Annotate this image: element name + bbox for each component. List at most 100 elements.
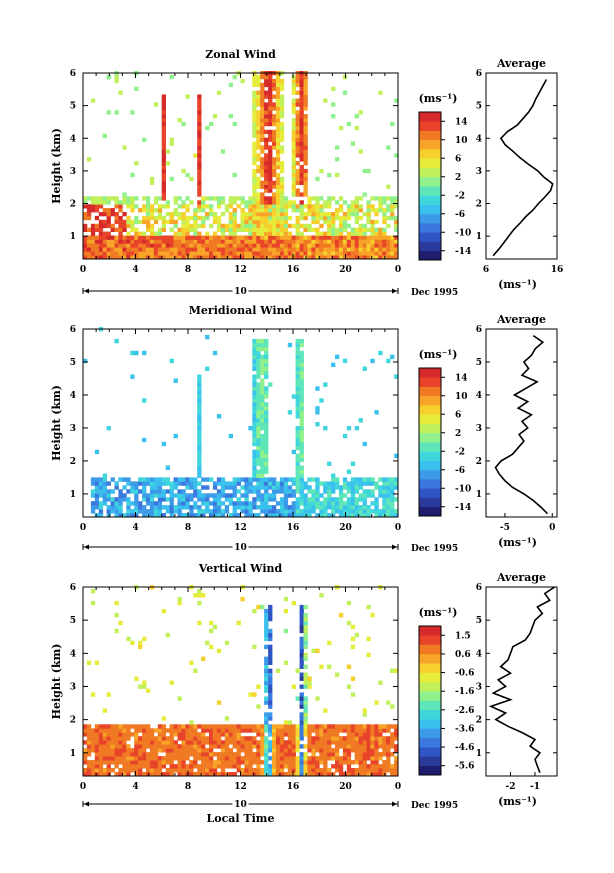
heatmap-cell (228, 239, 233, 244)
heatmap-cell (287, 223, 293, 229)
heatmap-cell (260, 121, 265, 127)
heatmap-cell (335, 732, 340, 737)
heatmap-cell (264, 644, 269, 650)
heatmap-cell (122, 752, 127, 757)
heatmap-cell (161, 760, 166, 765)
heatmap-cell (327, 485, 332, 490)
heatmap-cell (220, 493, 226, 498)
y-tick-label: 2 (70, 200, 76, 210)
heatmap-cell (272, 145, 277, 150)
heatmap-cell (260, 378, 265, 383)
heatmap-cell (252, 768, 257, 773)
heatmap-cell (279, 736, 285, 741)
heatmap-cell (146, 768, 151, 773)
heatmap-cell (338, 744, 344, 749)
heatmap-cell (378, 231, 383, 236)
heatmap-cells (83, 327, 399, 518)
heatmap-cell (240, 501, 245, 506)
heatmap-cell (350, 141, 356, 146)
heatmap-cell (268, 772, 273, 777)
heatmap-cell (272, 748, 277, 753)
heatmap-cell (311, 243, 316, 248)
heatmap-cell (197, 133, 202, 138)
heatmap-cell (244, 740, 249, 745)
heatmap-cell (165, 505, 170, 510)
heatmap-cell (248, 231, 253, 236)
heatmap-cell (287, 732, 293, 737)
heatmap-cell (295, 748, 300, 753)
heatmap-cell (205, 772, 210, 777)
heatmap-cell (118, 513, 123, 518)
heatmap-cell (307, 768, 312, 773)
heatmap-cell (193, 756, 198, 761)
colorbar-tick-label: 10 (455, 136, 468, 146)
heatmap-cell (130, 350, 135, 356)
heatmap-cell (350, 636, 356, 642)
heatmap-cell (374, 231, 379, 236)
heatmap-cell (264, 457, 269, 462)
heatmap-cell (299, 441, 304, 447)
heatmap-cell (299, 728, 304, 733)
heatmap-cell (291, 137, 296, 142)
heatmap-cell (275, 212, 281, 217)
heatmap-cell (260, 402, 265, 407)
heatmap-cell (295, 82, 300, 88)
heatmap-cell (303, 485, 308, 490)
heatmap-cell (291, 732, 296, 737)
heatmap-cell (370, 744, 375, 749)
heatmap-cell (331, 505, 336, 510)
heatmap-cell (264, 129, 269, 135)
heatmap-cell (264, 82, 269, 88)
heatmap-cell (291, 489, 296, 494)
heatmap-cell (315, 501, 320, 506)
heatmap-cell (169, 239, 174, 244)
heatmap-cell (291, 449, 296, 455)
heatmap-cell (102, 231, 107, 236)
heatmap-cell (189, 509, 194, 514)
heatmap-cell (268, 656, 273, 661)
heatmap-cell (252, 398, 257, 403)
date-bar-arrow (392, 288, 397, 294)
heatmap-cell (130, 235, 135, 240)
colorbar-segment (419, 506, 441, 517)
heatmap-cell (102, 768, 107, 773)
heatmap-cell (394, 374, 399, 379)
heatmap-cell (110, 239, 115, 244)
heatmap-cell (378, 493, 383, 498)
heatmap-cell (279, 235, 285, 240)
heatmap-cell (335, 744, 340, 749)
heatmap-cell (307, 251, 312, 256)
heatmap-cell (114, 243, 119, 248)
heatmap-cell (177, 509, 182, 514)
heatmap-cell (181, 243, 186, 248)
heatmap-cell (94, 728, 100, 733)
heatmap-cell (220, 768, 226, 773)
heatmap-cell (161, 121, 166, 127)
heatmap-cell (299, 700, 304, 705)
heatmap-cell (331, 497, 336, 502)
heatmap-cell (283, 227, 289, 232)
heatmap-cell (307, 243, 312, 248)
heatmap-cell (338, 239, 344, 244)
heatmap-cell (354, 748, 359, 753)
heatmap-cell (260, 208, 265, 213)
heatmap-cell (181, 477, 186, 482)
heatmap-cell (268, 612, 273, 618)
heatmap-cell (283, 489, 289, 494)
heatmap-cell (272, 172, 277, 178)
heatmap-cell (335, 485, 340, 490)
heatmap-cell (134, 756, 139, 761)
heatmap-cell (315, 736, 320, 741)
heatmap-cell (307, 728, 312, 733)
heatmap-cell (295, 414, 300, 419)
heatmap-cell (394, 736, 399, 741)
heatmap-cell (394, 509, 399, 514)
x-tick-label: 12 (234, 265, 247, 275)
heatmap-cell (110, 740, 115, 745)
heatmap-cell (287, 752, 293, 757)
heatmap-cell (264, 449, 269, 455)
heatmap-cell (146, 497, 151, 502)
heatmap-cell (342, 481, 348, 486)
heatmap-cell (157, 509, 163, 514)
